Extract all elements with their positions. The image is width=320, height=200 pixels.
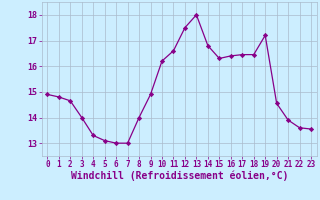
X-axis label: Windchill (Refroidissement éolien,°C): Windchill (Refroidissement éolien,°C) [70, 171, 288, 181]
